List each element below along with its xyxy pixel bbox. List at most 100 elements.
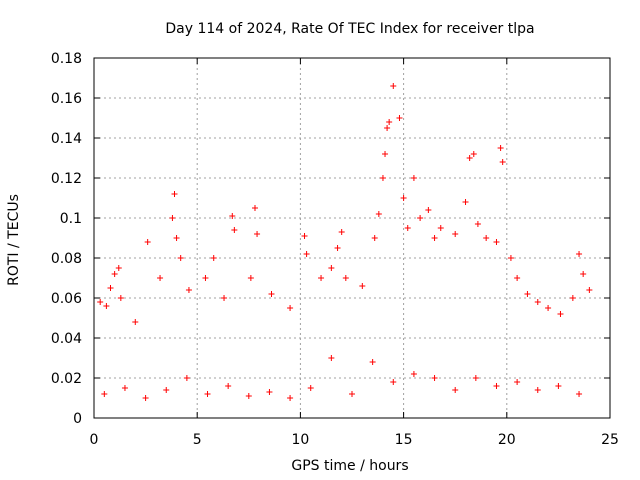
chart-title: Day 114 of 2024, Rate Of TEC Index for r… <box>165 21 534 37</box>
data-point <box>396 115 403 121</box>
data-point <box>497 145 504 151</box>
data-point <box>390 83 397 89</box>
data-point <box>144 239 151 245</box>
data-point <box>576 391 583 397</box>
data-point <box>303 251 310 257</box>
x-axis-label: GPS time / hours <box>291 458 408 474</box>
y-axis-label: ROTI / TECUs <box>6 194 22 286</box>
data-point <box>431 375 438 381</box>
data-point <box>499 159 506 165</box>
data-point <box>342 275 349 281</box>
data-point <box>103 303 110 309</box>
plot-frame <box>93 57 611 419</box>
data-point <box>328 265 335 271</box>
data-point <box>97 299 104 305</box>
data-point <box>171 191 178 197</box>
data-point <box>202 275 209 281</box>
y-tick-label: 0.06 <box>51 291 82 307</box>
data-point <box>470 151 477 157</box>
data-point <box>157 275 164 281</box>
data-point <box>555 383 562 389</box>
data-point <box>425 207 432 213</box>
data-point <box>132 319 139 325</box>
data-point <box>268 291 275 297</box>
data-point <box>254 231 261 237</box>
data-point <box>400 195 407 201</box>
y-tick-label: 0.12 <box>51 171 82 187</box>
data-point <box>115 265 122 271</box>
x-tick-label: 25 <box>601 432 619 448</box>
data-point <box>493 383 500 389</box>
data-point <box>247 275 254 281</box>
data-point <box>462 199 469 205</box>
y-tick-label: 0.04 <box>51 331 82 347</box>
data-point <box>338 229 345 235</box>
data-point <box>437 225 444 231</box>
data-point <box>375 211 382 217</box>
data-point <box>431 235 438 241</box>
x-tick-label: 0 <box>90 432 99 448</box>
data-point <box>369 359 376 365</box>
data-point <box>586 287 593 293</box>
y-tick-label: 0.16 <box>51 91 82 107</box>
data-point <box>359 283 366 289</box>
y-tick-label: 0.18 <box>51 51 82 67</box>
data-point <box>307 385 314 391</box>
x-tick-label: 5 <box>193 432 202 448</box>
data-point <box>379 175 386 181</box>
y-tick-label: 0.08 <box>51 251 82 267</box>
data-point <box>474 221 481 227</box>
data-point <box>183 375 190 381</box>
data-point <box>225 383 232 389</box>
data-point <box>472 375 479 381</box>
data-point <box>287 395 294 401</box>
data-point <box>404 225 411 231</box>
data-point <box>121 385 128 391</box>
data-point <box>349 391 355 397</box>
data-point <box>229 213 236 219</box>
data-point <box>210 255 217 261</box>
data-point <box>576 251 583 257</box>
data-point <box>173 235 180 241</box>
data-point <box>221 295 228 301</box>
data-point <box>287 305 294 311</box>
y-tick-label: 0.1 <box>60 211 82 227</box>
data-point <box>111 271 118 277</box>
data-point <box>185 287 192 293</box>
data-point <box>524 291 531 297</box>
data-point <box>334 245 341 251</box>
data-point <box>382 151 389 157</box>
data-point <box>328 355 335 361</box>
data-point <box>452 231 459 237</box>
data-point <box>318 275 325 281</box>
data-point <box>493 239 500 245</box>
data-point <box>169 215 176 221</box>
data-points <box>97 83 593 401</box>
data-point <box>534 299 541 305</box>
data-point <box>371 235 378 241</box>
data-point <box>117 295 124 301</box>
data-point <box>386 119 393 125</box>
data-point <box>204 391 211 397</box>
data-point <box>483 235 490 241</box>
data-point <box>534 387 541 393</box>
x-tick-label: 15 <box>395 432 413 448</box>
x-tick-label: 10 <box>291 432 309 448</box>
tick-labels: 0 5 10 15 20 25 0 0.02 0.04 0.06 0.08 0.1 0.12 0.14 0.… <box>51 51 619 448</box>
data-point <box>514 275 521 281</box>
y-tick-label: 0.14 <box>51 131 82 147</box>
data-point <box>177 255 184 261</box>
data-point <box>580 271 587 277</box>
data-point <box>466 155 473 161</box>
data-point <box>545 305 552 311</box>
data-point <box>231 227 238 233</box>
x-tick-label: 20 <box>498 432 516 448</box>
data-point <box>569 295 576 301</box>
data-point <box>410 175 417 181</box>
data-point <box>107 285 114 291</box>
data-point <box>251 205 258 211</box>
data-point <box>410 371 417 377</box>
data-point <box>245 393 252 399</box>
